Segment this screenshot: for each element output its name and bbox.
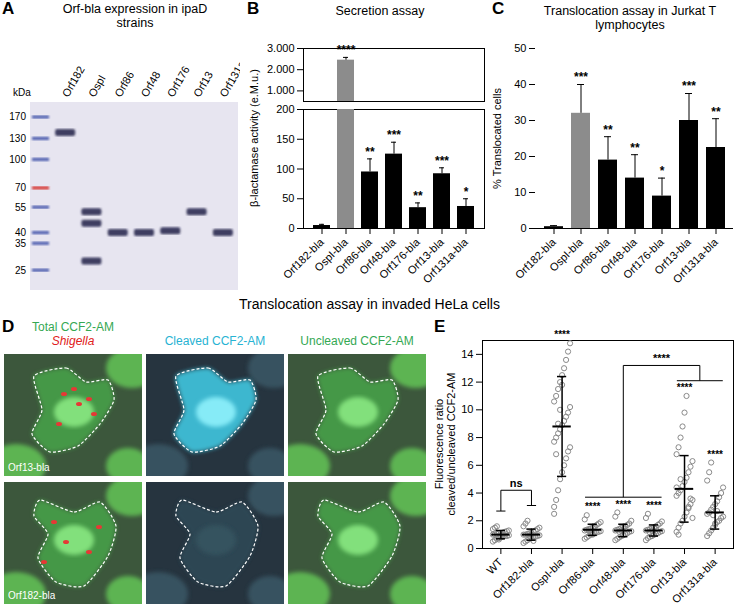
- svg-text:130: 130: [9, 133, 26, 144]
- svg-text:0: 0: [288, 222, 294, 234]
- html-text:Translocation assay in invaded: Translocation assay in invaded HeLa cell…: [239, 296, 500, 312]
- svg-text:50: 50: [514, 42, 526, 54]
- svg-text:****: ****: [616, 499, 632, 510]
- svg-text:Cleaved CCF2-AM: Cleaved CCF2-AM: [165, 334, 266, 348]
- svg-text:Orf48-bla: Orf48-bla: [598, 235, 639, 277]
- svg-text:Orf182: Orf182: [59, 64, 86, 99]
- svg-text:20: 20: [514, 150, 526, 162]
- svg-text:***: ***: [682, 79, 696, 93]
- svg-text:kDa: kDa: [13, 87, 31, 98]
- html-text:Orf-bla expression in ipaD str: Orf-bla expression in ipaD strains: [62, 2, 208, 30]
- svg-text:OspI-bla: OspI-bla: [547, 235, 585, 274]
- svg-text:WT: WT: [484, 556, 505, 577]
- svg-text:Orf13-bla: Orf13-bla: [405, 235, 446, 277]
- svg-text:****: ****: [646, 500, 662, 511]
- svg-text:Orf86-bla: Orf86-bla: [555, 555, 597, 597]
- svg-text:Orf131a-bla: Orf131a-bla: [670, 235, 720, 285]
- svg-text:12: 12: [461, 376, 473, 388]
- html-text:β-lactamase activity (e.M.u.): β-lactamase activity (e.M.u.): [248, 69, 260, 207]
- svg-text:2: 2: [467, 514, 473, 526]
- svg-text:1.000: 1.000: [267, 84, 295, 96]
- svg-text:6: 6: [467, 459, 473, 471]
- svg-text:Orf176-bla: Orf176-bla: [620, 235, 666, 281]
- svg-text:Orf176: Orf176: [165, 64, 192, 99]
- html-text:C: C: [492, 0, 505, 18]
- svg-text:Shigella: Shigella: [52, 334, 95, 348]
- svg-text:3.000: 3.000: [267, 42, 295, 54]
- svg-text:****: ****: [653, 352, 671, 364]
- svg-text:Uncleaved CCF2-AM: Uncleaved CCF2-AM: [300, 334, 413, 348]
- svg-text:Total CCF2-AM: Total CCF2-AM: [32, 320, 114, 334]
- svg-text:Orf86-bla: Orf86-bla: [333, 235, 374, 277]
- svg-text:*: *: [464, 185, 469, 199]
- svg-text:10: 10: [461, 403, 473, 415]
- html-text:Fluorescence ratio cleaved/unc: Fluorescence ratio cleaved/uncleaved CCF…: [433, 372, 457, 516]
- svg-text:*: *: [660, 164, 665, 178]
- svg-text:****: ****: [337, 43, 356, 57]
- svg-text:Orf13-bla: Orf13-bla: [647, 555, 689, 597]
- html-text:Secretion assay: Secretion assay: [335, 4, 425, 18]
- svg-text:40: 40: [514, 78, 526, 90]
- svg-text:Orf131a-bla: Orf131a-bla: [420, 235, 470, 285]
- svg-text:****: ****: [707, 449, 723, 460]
- svg-text:**: **: [630, 141, 640, 155]
- svg-text:40: 40: [15, 227, 27, 238]
- svg-text:Orf176-bla: Orf176-bla: [613, 555, 659, 601]
- svg-text:55: 55: [15, 202, 27, 213]
- svg-text:Orf182-bla: Orf182-bla: [8, 590, 56, 601]
- svg-text:OspI: OspI: [86, 73, 108, 99]
- svg-text:10: 10: [514, 186, 526, 198]
- html-text:Translocation assay in Jurkat: Translocation assay in Jurkat T lymphocy…: [543, 4, 717, 32]
- svg-text:% Translocated cells: % Translocated cells: [491, 88, 503, 189]
- svg-text:100: 100: [276, 163, 294, 175]
- svg-text:**: **: [603, 123, 613, 137]
- svg-text:4: 4: [467, 487, 473, 499]
- svg-text:****: ****: [554, 329, 570, 340]
- svg-text:OspI-bla: OspI-bla: [528, 555, 566, 594]
- svg-text:30: 30: [514, 114, 526, 126]
- svg-text:0: 0: [520, 222, 526, 234]
- svg-text:Orf13-bla: Orf13-bla: [652, 235, 693, 277]
- svg-text:***: ***: [435, 154, 449, 168]
- svg-text:50: 50: [282, 192, 294, 204]
- svg-text:100: 100: [9, 154, 26, 165]
- svg-text:Orf182-bla: Orf182-bla: [513, 235, 559, 281]
- html-text:E: E: [434, 317, 446, 336]
- svg-text:Orf13-bla: Orf13-bla: [8, 462, 50, 473]
- html-text:A: A: [2, 0, 15, 18]
- svg-text:35: 35: [15, 238, 27, 249]
- svg-text:OspI-bla: OspI-bla: [312, 235, 350, 274]
- svg-text:Orf182-bla: Orf182-bla: [280, 235, 326, 281]
- svg-text:8: 8: [467, 431, 473, 443]
- svg-text:200: 200: [276, 103, 294, 115]
- svg-text:**: **: [711, 105, 721, 119]
- svg-text:Orf131a: Orf131a: [217, 58, 240, 99]
- svg-text:70: 70: [15, 182, 27, 193]
- svg-text:Orf176-bla: Orf176-bla: [376, 235, 422, 281]
- svg-text:***: ***: [387, 128, 401, 142]
- svg-text:Orf13: Orf13: [191, 69, 215, 99]
- svg-text:Orf86: Orf86: [112, 69, 136, 99]
- svg-text:****: ****: [677, 382, 693, 393]
- svg-text:Orf182-bla: Orf182-bla: [490, 555, 536, 601]
- svg-text:14: 14: [461, 348, 473, 360]
- svg-text:***: ***: [574, 70, 588, 84]
- svg-text:**: **: [413, 189, 423, 203]
- svg-text:0: 0: [467, 542, 473, 554]
- svg-text:Orf48-bla: Orf48-bla: [357, 235, 398, 277]
- svg-text:150: 150: [276, 133, 294, 145]
- svg-text:Orf131a-bla: Orf131a-bla: [669, 555, 719, 605]
- svg-text:Orf86-bla: Orf86-bla: [571, 235, 612, 277]
- html-text:B: B: [247, 0, 260, 18]
- svg-text:**: **: [365, 145, 375, 159]
- svg-text:Orf48: Orf48: [138, 69, 162, 99]
- svg-text:****: ****: [585, 501, 601, 512]
- svg-text:Orf48-bla: Orf48-bla: [586, 555, 628, 597]
- svg-text:ns: ns: [510, 477, 523, 489]
- html-text:D: D: [2, 317, 15, 336]
- svg-text:25: 25: [15, 265, 27, 276]
- svg-text:2.000: 2.000: [267, 63, 295, 75]
- svg-text:170: 170: [9, 111, 26, 122]
